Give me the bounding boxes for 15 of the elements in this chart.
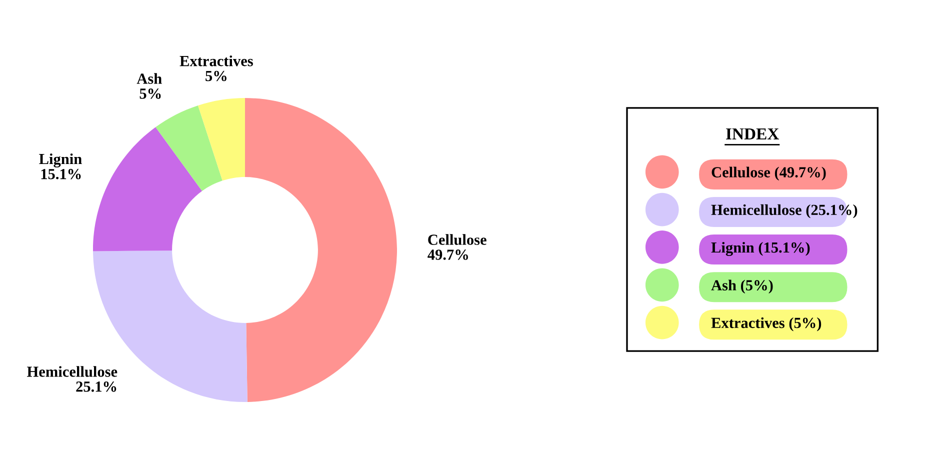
- donut-slice: [245, 98, 397, 402]
- legend-label: Cellulose (49.7%): [712, 166, 826, 181]
- text: Extractives 5%: [180, 55, 253, 82]
- legend-title: INDEX: [726, 128, 780, 140]
- text: Cellulose 49.7%: [428, 234, 486, 260]
- legend-label: Ash (5%): [711, 280, 773, 294]
- donut-slice: [198, 98, 245, 181]
- legend-label: Hemicellulose (25.1%): [711, 204, 858, 218]
- donut-slice: [93, 127, 202, 252]
- legend-label: Lignin (15.1%): [711, 242, 810, 256]
- text: Hemicellulose 25.1%: [27, 366, 118, 392]
- text: Ash 5%: [136, 73, 162, 99]
- legend-label: Extractives (5%): [711, 317, 822, 332]
- text: Lignin 15.1%: [39, 153, 82, 180]
- donut-slice: [156, 105, 222, 191]
